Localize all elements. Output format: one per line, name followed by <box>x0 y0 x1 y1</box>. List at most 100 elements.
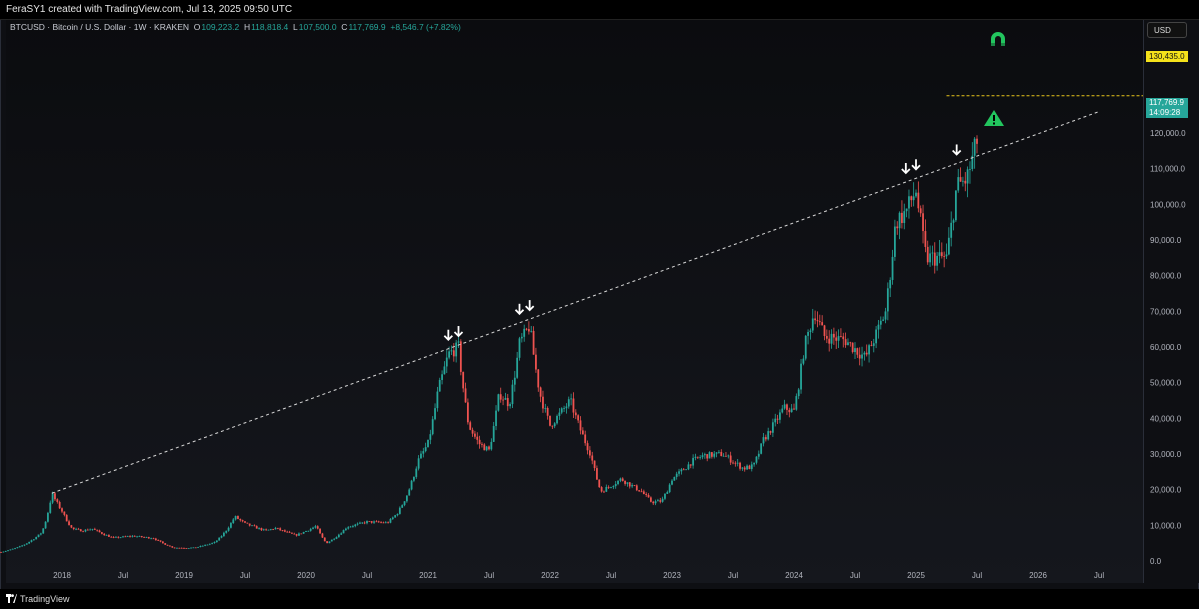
candle-body <box>244 521 246 523</box>
candle-body <box>91 528 94 530</box>
candle-body <box>380 522 382 524</box>
candle-body <box>373 521 375 523</box>
candle-body <box>614 484 617 487</box>
candle-body <box>0 552 2 553</box>
candle-body <box>420 453 422 459</box>
candle-body <box>131 535 134 537</box>
magnet-icon[interactable] <box>988 30 1008 48</box>
candle-body <box>206 544 209 546</box>
open-label: O <box>193 22 201 32</box>
x-tick-label: Jul <box>728 571 738 580</box>
candle-body <box>635 485 638 491</box>
target-price-label: 130,435.0 <box>1146 51 1188 62</box>
candle-body <box>255 526 258 529</box>
candle-body <box>359 522 361 524</box>
x-tick-label: Jul <box>484 571 494 580</box>
candle-body <box>624 480 626 484</box>
candle-body <box>901 212 903 223</box>
candle-body <box>213 542 216 543</box>
candle-body <box>234 516 237 520</box>
candle-body <box>893 226 896 257</box>
candle-body <box>755 456 758 463</box>
candle-body <box>814 318 817 321</box>
candle-body <box>328 541 331 544</box>
down-arrow-icon <box>514 303 525 316</box>
candle-body <box>816 320 819 322</box>
x-tick-label: Jul <box>240 571 250 580</box>
arrow-head <box>443 335 453 342</box>
candle-body <box>98 530 101 533</box>
candle-body <box>666 492 669 494</box>
candle-body <box>408 489 411 496</box>
candle-body <box>586 443 589 451</box>
candle-body <box>804 335 807 359</box>
candle-body <box>577 415 580 421</box>
candle-body <box>396 513 399 516</box>
low-value: 107,500.0 <box>298 22 337 32</box>
candle-body <box>696 456 699 458</box>
candle-body <box>302 531 305 534</box>
candle-body <box>729 455 732 463</box>
candle-body <box>530 330 533 332</box>
candle-body <box>617 480 619 485</box>
candle-body <box>675 473 678 477</box>
candle-body <box>82 531 85 533</box>
candle-body <box>851 342 854 353</box>
x-tick-label: 2018 <box>53 571 71 580</box>
candle-body <box>823 325 826 337</box>
footer-bar: TradingView <box>0 589 1199 609</box>
candle-body <box>954 190 957 221</box>
candle-body <box>321 533 324 538</box>
candle-body <box>93 528 96 530</box>
candle-body <box>539 387 542 397</box>
candle-body <box>100 532 103 534</box>
candle-body <box>673 476 676 481</box>
candle-body <box>640 491 643 493</box>
candle-body <box>929 253 931 263</box>
high-value: 118,818.4 <box>251 22 289 32</box>
candle-body <box>452 350 455 357</box>
candle-body <box>7 550 9 552</box>
candle-body <box>495 410 497 427</box>
candle-body <box>471 429 474 434</box>
candle-body <box>260 528 263 531</box>
symbol-legend: BTCUSD · Bitcoin / U.S. Dollar · 1W · KR… <box>10 22 461 32</box>
currency-button[interactable]: USD <box>1147 22 1187 38</box>
candle-body <box>150 538 153 540</box>
last-price-value: 117,769.9 <box>1149 98 1184 107</box>
candle-body <box>173 547 176 549</box>
candle-body <box>129 536 131 537</box>
candle-body <box>739 462 741 469</box>
candle-body <box>54 493 56 500</box>
candle-body <box>72 527 75 530</box>
candle-body <box>863 352 866 355</box>
chart-pane[interactable] <box>6 20 1143 583</box>
candle-body <box>9 549 12 551</box>
down-arrow-icon <box>453 326 464 338</box>
candle-body <box>976 138 978 144</box>
candle-body <box>664 493 666 499</box>
candle-body <box>288 531 291 533</box>
candle-body <box>443 366 446 375</box>
candle-body <box>431 419 434 435</box>
candle-body <box>969 169 971 170</box>
x-tick-label: Jul <box>362 571 372 580</box>
candle-body <box>342 530 345 534</box>
tradingview-logo-icon <box>6 594 17 603</box>
candle-body <box>314 526 317 528</box>
candle-body <box>143 537 146 538</box>
candle-body <box>272 529 275 530</box>
candle-body <box>689 464 692 466</box>
candle-body <box>936 255 939 266</box>
warning-triangle-icon[interactable] <box>983 109 1005 127</box>
candle-body <box>776 418 779 420</box>
candle-body <box>844 339 847 346</box>
candle-body <box>964 180 967 184</box>
footer-brand: TradingView <box>20 594 70 604</box>
candle-body <box>474 433 476 437</box>
candle-body <box>429 434 432 440</box>
candle-body <box>218 537 221 541</box>
markers-layer <box>443 144 962 342</box>
candle-body <box>710 452 713 457</box>
